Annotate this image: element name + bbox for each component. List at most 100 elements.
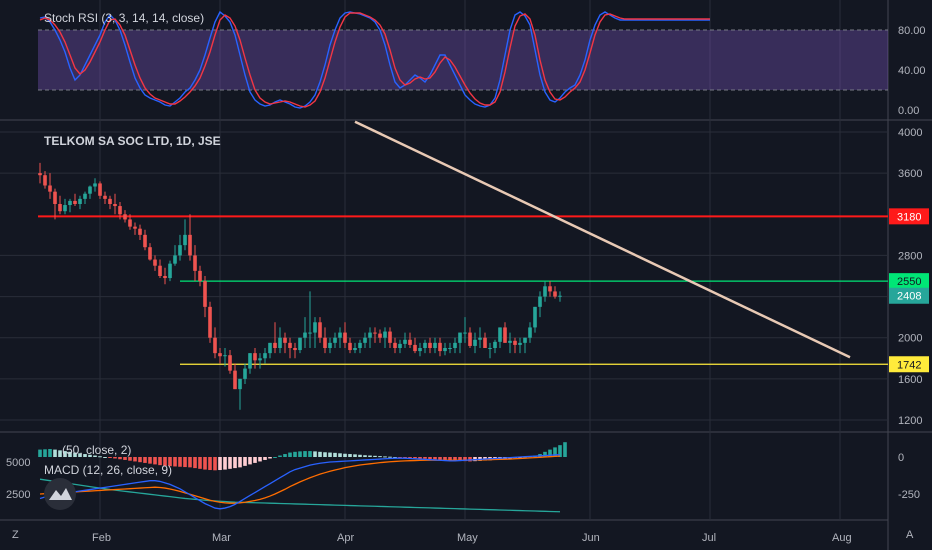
price-title: TELKOM SA SOC LTD, 1D, JSE	[44, 134, 221, 148]
stoch-rsi-pane[interactable]: Stoch RSI (3, 3, 14, 14, close) 0.00 40.0…	[38, 10, 926, 117]
macd-histogram-bar	[353, 454, 357, 457]
candle-body	[383, 331, 387, 338]
candle-body	[193, 255, 197, 271]
candle	[408, 332, 412, 348]
time-axis-label: Jul	[702, 532, 716, 544]
macd-histogram-bar	[48, 449, 52, 457]
candle-body	[393, 342, 397, 348]
price-tick-label: 4000	[898, 127, 922, 139]
time-axis[interactable]: Feb Mar Apr May Jun Jul Aug	[92, 532, 852, 544]
candle	[478, 327, 482, 348]
candle	[218, 348, 222, 364]
macd-histogram-bar	[283, 454, 287, 457]
candle-body	[43, 175, 47, 186]
candle	[58, 195, 62, 215]
candle-body	[53, 191, 57, 204]
candle	[418, 342, 422, 357]
green-level-tag[interactable]: 2550	[889, 273, 929, 290]
candle-body	[498, 327, 502, 342]
candle	[233, 363, 237, 390]
macd-histogram-bar	[193, 457, 197, 469]
candle	[348, 337, 352, 354]
macd-histogram-bar	[458, 457, 462, 461]
candle	[368, 327, 372, 348]
candle	[93, 178, 97, 192]
candle-body	[408, 339, 412, 345]
candle	[198, 265, 202, 287]
macd-histogram-bar	[218, 457, 222, 471]
candle	[443, 342, 447, 356]
candle	[553, 286, 557, 299]
ma-line	[39, 478, 561, 513]
candle-body	[183, 234, 187, 246]
candle	[273, 322, 277, 354]
candle-body	[108, 198, 112, 204]
last-price-tag[interactable]: 2408	[889, 287, 929, 304]
macd-tick-label: 0	[898, 452, 904, 464]
macd-histogram-bar	[138, 457, 142, 463]
tradingview-logo-icon[interactable]	[44, 478, 76, 510]
candle-body	[153, 259, 157, 266]
yellow-level-tag[interactable]: 1742	[889, 356, 929, 373]
macd-histogram-bar	[368, 455, 372, 457]
candle-body	[488, 348, 492, 349]
candle	[388, 327, 392, 348]
macd-histogram-bar	[233, 457, 237, 469]
candle	[448, 342, 452, 354]
candle-body	[223, 355, 227, 357]
candle	[503, 322, 507, 343]
candle	[433, 337, 437, 354]
candle-body	[503, 327, 507, 343]
candle	[258, 353, 262, 369]
resistance-tag[interactable]: 3180	[889, 208, 929, 225]
candle	[123, 210, 127, 223]
green-level-tag-bg	[889, 273, 929, 290]
candle	[268, 342, 272, 359]
auto-scale-marker[interactable]: A	[906, 529, 914, 541]
left-scale-marker[interactable]: Z	[12, 529, 19, 541]
candle	[518, 337, 522, 354]
macd-histogram-bar	[268, 457, 272, 459]
candle	[373, 327, 377, 343]
macd-histogram-bar	[303, 451, 307, 457]
macd-histogram-bar	[328, 452, 332, 457]
price-pane[interactable]: TELKOM SA SOC LTD, 1D, JSE 1200 1600 2000 2…	[38, 120, 929, 427]
macd-left-tick-5000: 5000	[6, 457, 30, 469]
trendline[interactable]	[354, 120, 851, 359]
candle	[183, 219, 187, 251]
macd-histogram-bar	[168, 457, 172, 467]
macd-histogram-bar	[58, 450, 62, 457]
macd-histogram-bar	[53, 449, 57, 457]
candle	[548, 281, 552, 297]
candle-body	[338, 332, 342, 338]
candle	[353, 342, 357, 354]
macd-histogram-bar	[183, 457, 187, 468]
macd-pane[interactable]: (50, close, 2) MACD (12, 26, close, 9) 5…	[6, 442, 920, 513]
macd-histogram-bar	[223, 457, 227, 470]
candle-body	[98, 183, 102, 196]
candle	[468, 327, 472, 348]
macd-histogram-bar	[68, 451, 72, 457]
candle-body	[168, 263, 172, 279]
candle	[43, 171, 47, 189]
macd-histogram-bar	[358, 454, 362, 457]
candle-body	[88, 186, 92, 194]
candle-body	[348, 342, 352, 351]
candle-body	[248, 353, 252, 369]
resistance-tag-label: 3180	[897, 211, 921, 223]
candle	[153, 255, 157, 271]
macd-label: MACD (12, 26, close, 9)	[44, 463, 172, 477]
candle-body	[298, 337, 302, 351]
candle-body	[228, 355, 232, 371]
price-tick-label: 2000	[898, 333, 922, 345]
macd-histogram-bar	[383, 456, 387, 458]
candle-body	[173, 255, 177, 264]
macd-histogram-bar	[123, 457, 127, 460]
candle	[278, 327, 282, 354]
candle	[163, 267, 167, 285]
candle-body	[458, 332, 462, 343]
candle-body	[373, 332, 377, 334]
macd-histogram-bar	[563, 442, 567, 457]
candle-body	[143, 234, 147, 248]
